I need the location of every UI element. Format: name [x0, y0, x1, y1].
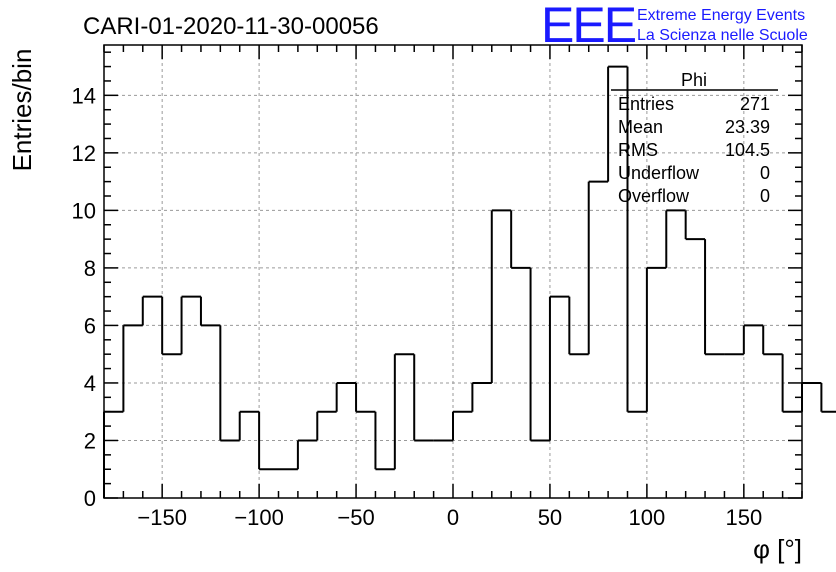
- stats-value-rms: 104.5: [725, 140, 770, 160]
- y-tick-label: 4: [84, 371, 96, 396]
- stats-value-entries: 271: [740, 94, 770, 114]
- chart-title: CARI-01-2020-11-30-00056: [83, 13, 379, 40]
- y-tick-label: 12: [72, 141, 96, 166]
- x-axis-label: φ [°]: [753, 534, 802, 564]
- stats-value-underflow: 0: [760, 163, 770, 183]
- x-tick-labels: −150 −100 −50 0 50 100 150: [137, 505, 762, 530]
- y-tick-label: 8: [84, 256, 96, 281]
- stats-label-rms: RMS: [618, 140, 658, 160]
- x-tick-label: 0: [447, 505, 459, 530]
- stats-value-overflow: 0: [760, 186, 770, 206]
- x-tick-label: −150: [137, 505, 187, 530]
- stats-label-overflow: Overflow: [618, 186, 690, 206]
- y-tick-labels: 0 2 4 6 8 10 12 14: [72, 83, 96, 511]
- y-tick-label: 14: [72, 83, 96, 108]
- y-tick-label: 6: [84, 313, 96, 338]
- y-axis-label: Entries/bin: [7, 49, 37, 172]
- x-tick-label: −50: [337, 505, 374, 530]
- y-tick-label: 0: [84, 486, 96, 511]
- stats-box: Phi Entries 271 Mean 23.39 RMS 104.5 Und…: [611, 70, 778, 206]
- y-tick-label: 2: [84, 428, 96, 453]
- x-tick-label: 100: [629, 505, 666, 530]
- logo-line-1: Extreme Energy Events: [637, 7, 805, 24]
- y-tick-label: 10: [72, 198, 96, 223]
- stats-value-mean: 23.39: [725, 117, 770, 137]
- stats-label-mean: Mean: [618, 117, 663, 137]
- eee-logo-letters: EEE: [541, 0, 636, 53]
- x-tick-label: 150: [725, 505, 762, 530]
- axis-ticks: [103, 45, 803, 499]
- logo-line-2: La Scienza nelle Scuole: [637, 27, 808, 44]
- stats-label-underflow: Underflow: [618, 163, 700, 183]
- eee-logo: EEE Extreme Energy Events La Scienza nel…: [541, 0, 808, 53]
- x-tick-label: −100: [234, 505, 284, 530]
- stats-label-entries: Entries: [618, 94, 674, 114]
- x-tick-label: 50: [538, 505, 562, 530]
- stats-box-title: Phi: [681, 70, 707, 90]
